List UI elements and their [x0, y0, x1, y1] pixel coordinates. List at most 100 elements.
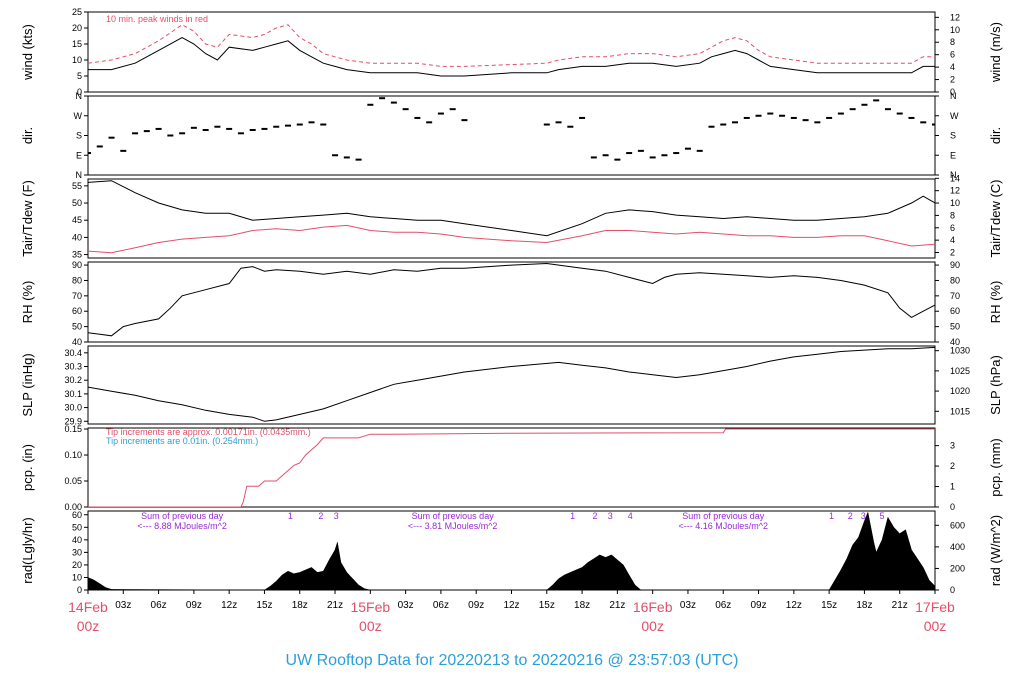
- x-tick-label: 09z: [750, 600, 766, 611]
- rh-left-tick-label: 70: [72, 291, 82, 301]
- wind-right-tick-label: 4: [950, 62, 955, 72]
- dir-point: [779, 114, 786, 117]
- slp-left-tick-label: 30.2: [64, 375, 82, 385]
- rh-frame: [87, 261, 936, 343]
- dir-point: [637, 149, 644, 152]
- rad-left-tick-label: 40: [72, 535, 82, 545]
- dir-right-axis-label: dir.: [988, 127, 1003, 144]
- wind-left-axis-label: wind (kts): [20, 24, 35, 81]
- dir-frame: [87, 95, 936, 176]
- rh-left-tick-label: 80: [72, 275, 82, 285]
- dir-point: [861, 103, 868, 106]
- rad-marker-label: 2: [848, 511, 853, 521]
- rad-data: [88, 511, 935, 590]
- temp-left-tick-label: 35: [72, 250, 82, 260]
- rad-right-tick-label: 600: [950, 520, 965, 530]
- dir-right-tick-label: E: [950, 150, 956, 160]
- rh-right-tick-label: 50: [950, 322, 960, 332]
- dir-left-tick-label: N: [76, 91, 83, 101]
- dir-point: [96, 145, 103, 148]
- dir-point: [884, 108, 891, 111]
- panel-rad: rad(Lgly/hr) rad (W/m^2)01020304050600200…: [20, 510, 1003, 595]
- x-tick-label: 09z: [186, 600, 202, 611]
- dir-point: [814, 121, 821, 124]
- pcp-note: Tip increments are approx. 0.00171in. (0…: [106, 427, 311, 437]
- dir-point: [437, 112, 444, 115]
- dir-point: [614, 158, 621, 161]
- rad-day-sum-value: <--- 8.88 MJoules/m^2: [137, 521, 227, 531]
- wind-right-tick-label: 12: [950, 12, 960, 22]
- wind-left-tick-label: 15: [72, 39, 82, 49]
- temp-series-tdew: [88, 224, 935, 254]
- dir-point: [908, 116, 915, 119]
- dir-point: [355, 158, 362, 161]
- pcp-note: Tip increments are 0.01in. (0.254mm.): [106, 436, 258, 446]
- rad-left-tick-label: 20: [72, 560, 82, 570]
- slp-left-axis-label: SLP (inHg): [20, 353, 35, 416]
- dir-right-tick-label: W: [950, 111, 959, 121]
- rh-left-axis-label: RH (%): [20, 281, 35, 324]
- rad-day-sum-label: Sum of previous day: [412, 511, 495, 521]
- dir-point: [449, 108, 456, 111]
- temp-right-tick-label: 6: [950, 223, 955, 233]
- dir-point: [226, 127, 233, 130]
- dir-point: [120, 149, 127, 152]
- pcp-right-tick-label: 3: [950, 441, 955, 451]
- dir-point: [720, 123, 727, 126]
- x-tick-label: 15z: [256, 600, 272, 611]
- wind-series-10-min-peak-winds: [88, 24, 935, 67]
- x-tick-label: 12z: [503, 600, 519, 611]
- dir-point: [661, 154, 668, 157]
- dir-left-tick-label: S: [76, 131, 82, 141]
- rad-marker-label: 1: [829, 511, 834, 521]
- slp-left-tick-label: 30.1: [64, 389, 82, 399]
- dir-point: [426, 121, 433, 124]
- dir-point: [755, 114, 762, 117]
- dir-left-tick-label: W: [74, 111, 83, 121]
- temp-right-tick-label: 12: [950, 186, 960, 196]
- dir-point: [214, 125, 221, 128]
- chart-title: UW Rooftop Data for 20220213 to 20220216…: [286, 652, 739, 669]
- dir-point: [743, 116, 750, 119]
- dir-point: [684, 147, 691, 150]
- dir-point: [849, 108, 856, 111]
- rad-marker-label: 3: [861, 511, 866, 521]
- x-tick-label: 21z: [327, 600, 343, 611]
- rad-marker-label: 5: [880, 511, 885, 521]
- slp-left-tick-label: 30.0: [64, 403, 82, 413]
- rad-marker-label: 3: [334, 511, 339, 521]
- rad-left-tick-label: 60: [72, 510, 82, 520]
- rh-right-tick-label: 90: [950, 260, 960, 270]
- wind-left-tick-label: 25: [72, 7, 82, 17]
- x-tick-label: 18z: [574, 600, 590, 611]
- dir-point: [932, 123, 935, 126]
- slp-right-tick-label: 1020: [950, 386, 970, 396]
- x-day-time-label: 00z: [359, 618, 382, 634]
- rad-right-tick-label: 0: [950, 585, 955, 595]
- rh-series-rh: [88, 262, 935, 337]
- temp-right-tick-label: 10: [950, 198, 960, 208]
- pcp-left-tick-label: 0.05: [64, 476, 82, 486]
- dir-left-tick-label: E: [76, 150, 82, 160]
- panel-rh: RH (%) RH (%) 40 50 60 70 80 90 40 50 60 70 80 90: [20, 260, 1003, 347]
- dir-point: [190, 126, 197, 129]
- dir-point: [826, 116, 833, 119]
- rad-marker-label: 2: [318, 511, 323, 521]
- dir-point: [308, 121, 315, 124]
- temp-right-tick-label: 4: [950, 235, 955, 245]
- x-tick-label: 12z: [221, 600, 237, 611]
- x-tick-label: 21z: [609, 600, 625, 611]
- dir-point: [202, 129, 209, 132]
- wind-right-tick-label: 8: [950, 37, 955, 47]
- rad-day-sum-label: Sum of previous day: [141, 511, 224, 521]
- x-day-label: 14Feb: [68, 599, 108, 615]
- rh-right-tick-label: 70: [950, 291, 960, 301]
- dir-point: [802, 119, 809, 122]
- dir-point: [379, 97, 386, 100]
- temp-right-tick-label: 14: [950, 173, 960, 183]
- x-day-label: 16Feb: [633, 599, 673, 615]
- rh-right-axis-label: RH (%): [988, 281, 1003, 324]
- rh-data: [88, 262, 935, 337]
